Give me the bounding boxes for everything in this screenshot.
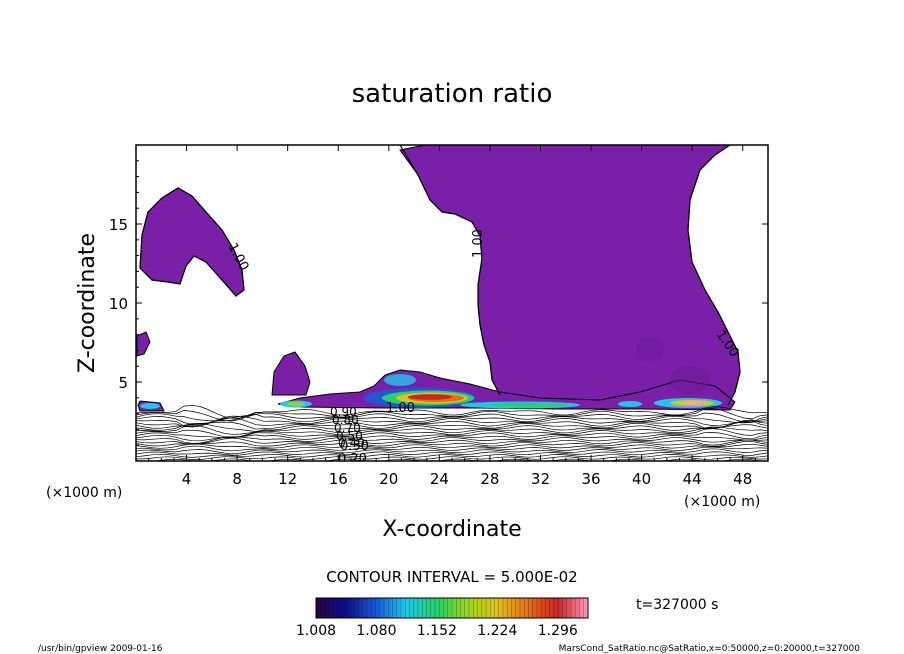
left-blob (136, 331, 151, 357)
x-tick-label: 40 (632, 470, 651, 488)
colorbar: 1.008 1.080 1.152 1.224 1.296 (296, 597, 589, 639)
contour-line (136, 417, 768, 429)
contour-label: 1.00 (471, 229, 486, 258)
y-tick-labels: 5 10 15 (109, 216, 128, 392)
colorbar-tick-label: 1.152 (417, 623, 457, 639)
contour-label: 0.20 (338, 452, 367, 467)
contour-label: 0.80 (332, 413, 359, 427)
colorbar-tick-label: 1.296 (538, 623, 578, 639)
x-unit-left: (×1000 m) (46, 485, 122, 501)
colorbar-tick-label: 1.224 (477, 623, 517, 639)
colorbar-tick-label: 1.080 (356, 623, 396, 639)
x-tick-label: 12 (278, 470, 297, 488)
contour-line (136, 420, 768, 430)
x-tick-label: 4 (182, 470, 192, 488)
x-tick-label: 24 (430, 470, 449, 488)
x-tick-label: 32 (531, 470, 550, 488)
contour-label: 0.50 (336, 429, 363, 443)
axis-ticks (136, 145, 768, 461)
contour-label: 0.40 (338, 436, 365, 450)
contour-line (136, 443, 768, 449)
small-cloud-12 (271, 351, 311, 396)
contour-line (136, 456, 768, 460)
contour-label: 0.70 (334, 421, 361, 435)
contour-line (136, 423, 768, 432)
contour-line (136, 440, 768, 447)
contour-line (136, 451, 768, 456)
x-tick-label: 44 (683, 470, 702, 488)
x-tick-label: 8 (232, 470, 242, 488)
plot-area: 1.00 1.00 1.00 1.00 0.90 0.80 0.70 0.50 … (136, 145, 768, 467)
x-tick-label: 28 (480, 470, 499, 488)
footer-right: MarsCond_SatRatio.nc@SatRatio,x=0:50000,… (559, 644, 861, 654)
time-label: t=327000 s (636, 597, 718, 613)
contour-lines (136, 404, 768, 461)
contour-label: 0.30 (340, 439, 369, 454)
saturation-cores (140, 338, 722, 409)
x-tick-label: 36 (581, 470, 600, 488)
y-tick-label: 15 (109, 216, 128, 234)
contour-line (136, 445, 768, 452)
contour-line (136, 436, 768, 444)
x-axis-label: X-coordinate (382, 517, 521, 542)
x-tick-label: 48 (733, 470, 752, 488)
contour-interval-text: CONTOUR INTERVAL = 5.000E-02 (326, 568, 577, 586)
contour-line (136, 437, 768, 446)
contour-line (136, 415, 768, 428)
y-tick-label: 10 (109, 295, 128, 313)
unity-contours (139, 145, 741, 406)
y-axis-label: Z-coordinate (75, 233, 100, 373)
y-tick-label: 5 (118, 374, 128, 392)
x-unit-right: (×1000 m) (684, 494, 760, 510)
x-tick-label: 20 (379, 470, 398, 488)
footer-left: /usr/bin/gpview 2009-01-16 (38, 644, 163, 654)
contour-line (136, 453, 768, 458)
x-tick-label: 16 (329, 470, 348, 488)
contour-line (136, 425, 768, 435)
contour-line (136, 448, 768, 455)
contour-line (136, 434, 768, 442)
x-tick-labels: 4 8 12 16 20 24 28 32 36 40 44 48 (182, 470, 752, 488)
contour-label: 0.90 (330, 405, 357, 419)
colorbar-tick-label: 1.008 (296, 623, 336, 639)
chart-title: saturation ratio (352, 79, 553, 109)
contour-label: 1.00 (386, 401, 415, 416)
